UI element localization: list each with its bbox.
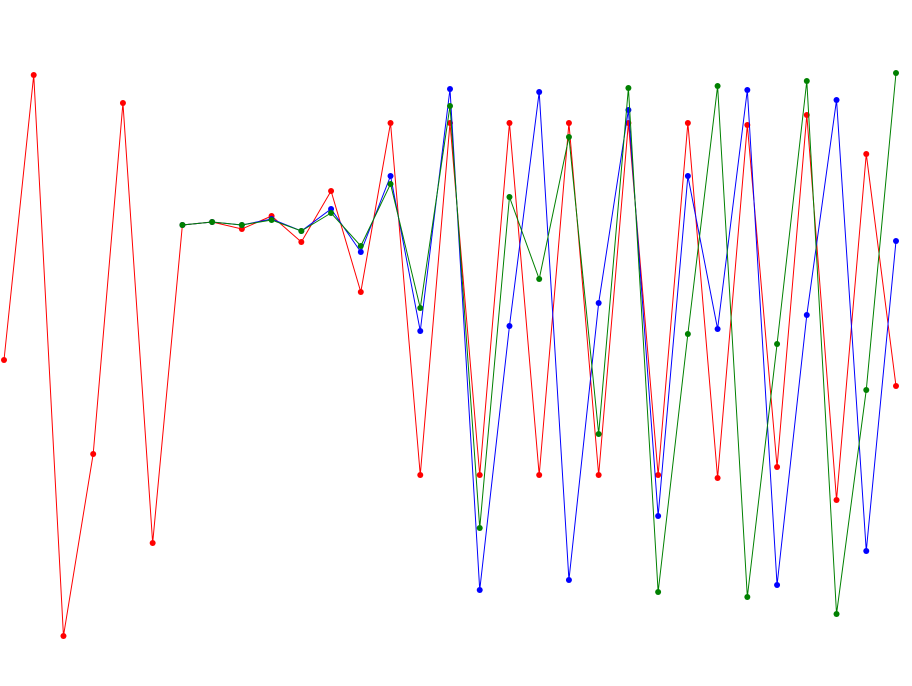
data-point: [298, 228, 305, 234]
series-1: [179, 86, 899, 593]
data-point: [595, 300, 602, 306]
data-point: [357, 289, 364, 295]
data-point: [744, 87, 751, 93]
data-point: [565, 577, 572, 583]
data-point: [833, 97, 840, 103]
data-point: [655, 472, 662, 478]
data-point: [506, 194, 513, 200]
data-point: [179, 222, 186, 228]
data-point: [684, 120, 691, 126]
data-point: [565, 120, 572, 126]
series-2: [179, 70, 899, 617]
data-point: [119, 100, 126, 106]
data-point: [893, 70, 899, 76]
data-point: [536, 89, 543, 95]
series-0: [1, 72, 899, 639]
data-point: [30, 72, 37, 78]
data-point: [328, 210, 335, 216]
data-point: [744, 594, 751, 600]
data-point: [90, 451, 97, 457]
data-point: [863, 151, 870, 157]
data-point: [803, 78, 810, 84]
data-point: [357, 243, 364, 249]
data-point: [774, 464, 781, 470]
data-point: [536, 276, 543, 282]
data-point: [714, 83, 721, 89]
data-point: [387, 181, 394, 187]
data-point: [714, 326, 721, 332]
data-point: [506, 120, 513, 126]
data-point: [655, 589, 662, 595]
data-point: [387, 120, 394, 126]
data-point: [149, 540, 156, 546]
data-point: [893, 238, 899, 244]
data-point: [506, 323, 513, 329]
data-point: [238, 222, 245, 228]
data-point: [447, 86, 453, 92]
data-point: [744, 122, 751, 128]
data-point: [833, 611, 840, 617]
data-point: [1, 357, 7, 363]
data-point: [774, 341, 781, 347]
data-point: [328, 188, 335, 194]
data-point: [476, 525, 483, 531]
data-point: [476, 587, 483, 593]
series-line: [182, 88, 897, 591]
data-point: [625, 85, 632, 91]
data-point: [209, 219, 216, 225]
data-point: [417, 328, 424, 334]
data-point: [536, 472, 543, 478]
data-point: [863, 387, 870, 393]
data-point: [803, 312, 810, 318]
data-point: [774, 582, 781, 588]
data-point: [684, 173, 691, 179]
data-point: [417, 472, 424, 478]
data-point: [595, 431, 602, 437]
data-point: [417, 305, 424, 311]
data-point: [447, 103, 453, 109]
data-point: [833, 497, 840, 503]
data-point: [476, 472, 483, 478]
data-point: [595, 472, 602, 478]
series-line: [3, 74, 897, 637]
data-point: [60, 633, 67, 639]
data-point: [268, 217, 275, 223]
data-point: [863, 548, 870, 554]
data-point: [714, 475, 721, 481]
data-point: [684, 331, 691, 337]
data-point: [357, 249, 364, 255]
data-point: [387, 173, 394, 179]
series-line: [182, 72, 897, 615]
data-point: [298, 239, 305, 245]
data-point: [893, 383, 899, 389]
data-point: [655, 513, 662, 519]
data-point: [565, 134, 572, 140]
